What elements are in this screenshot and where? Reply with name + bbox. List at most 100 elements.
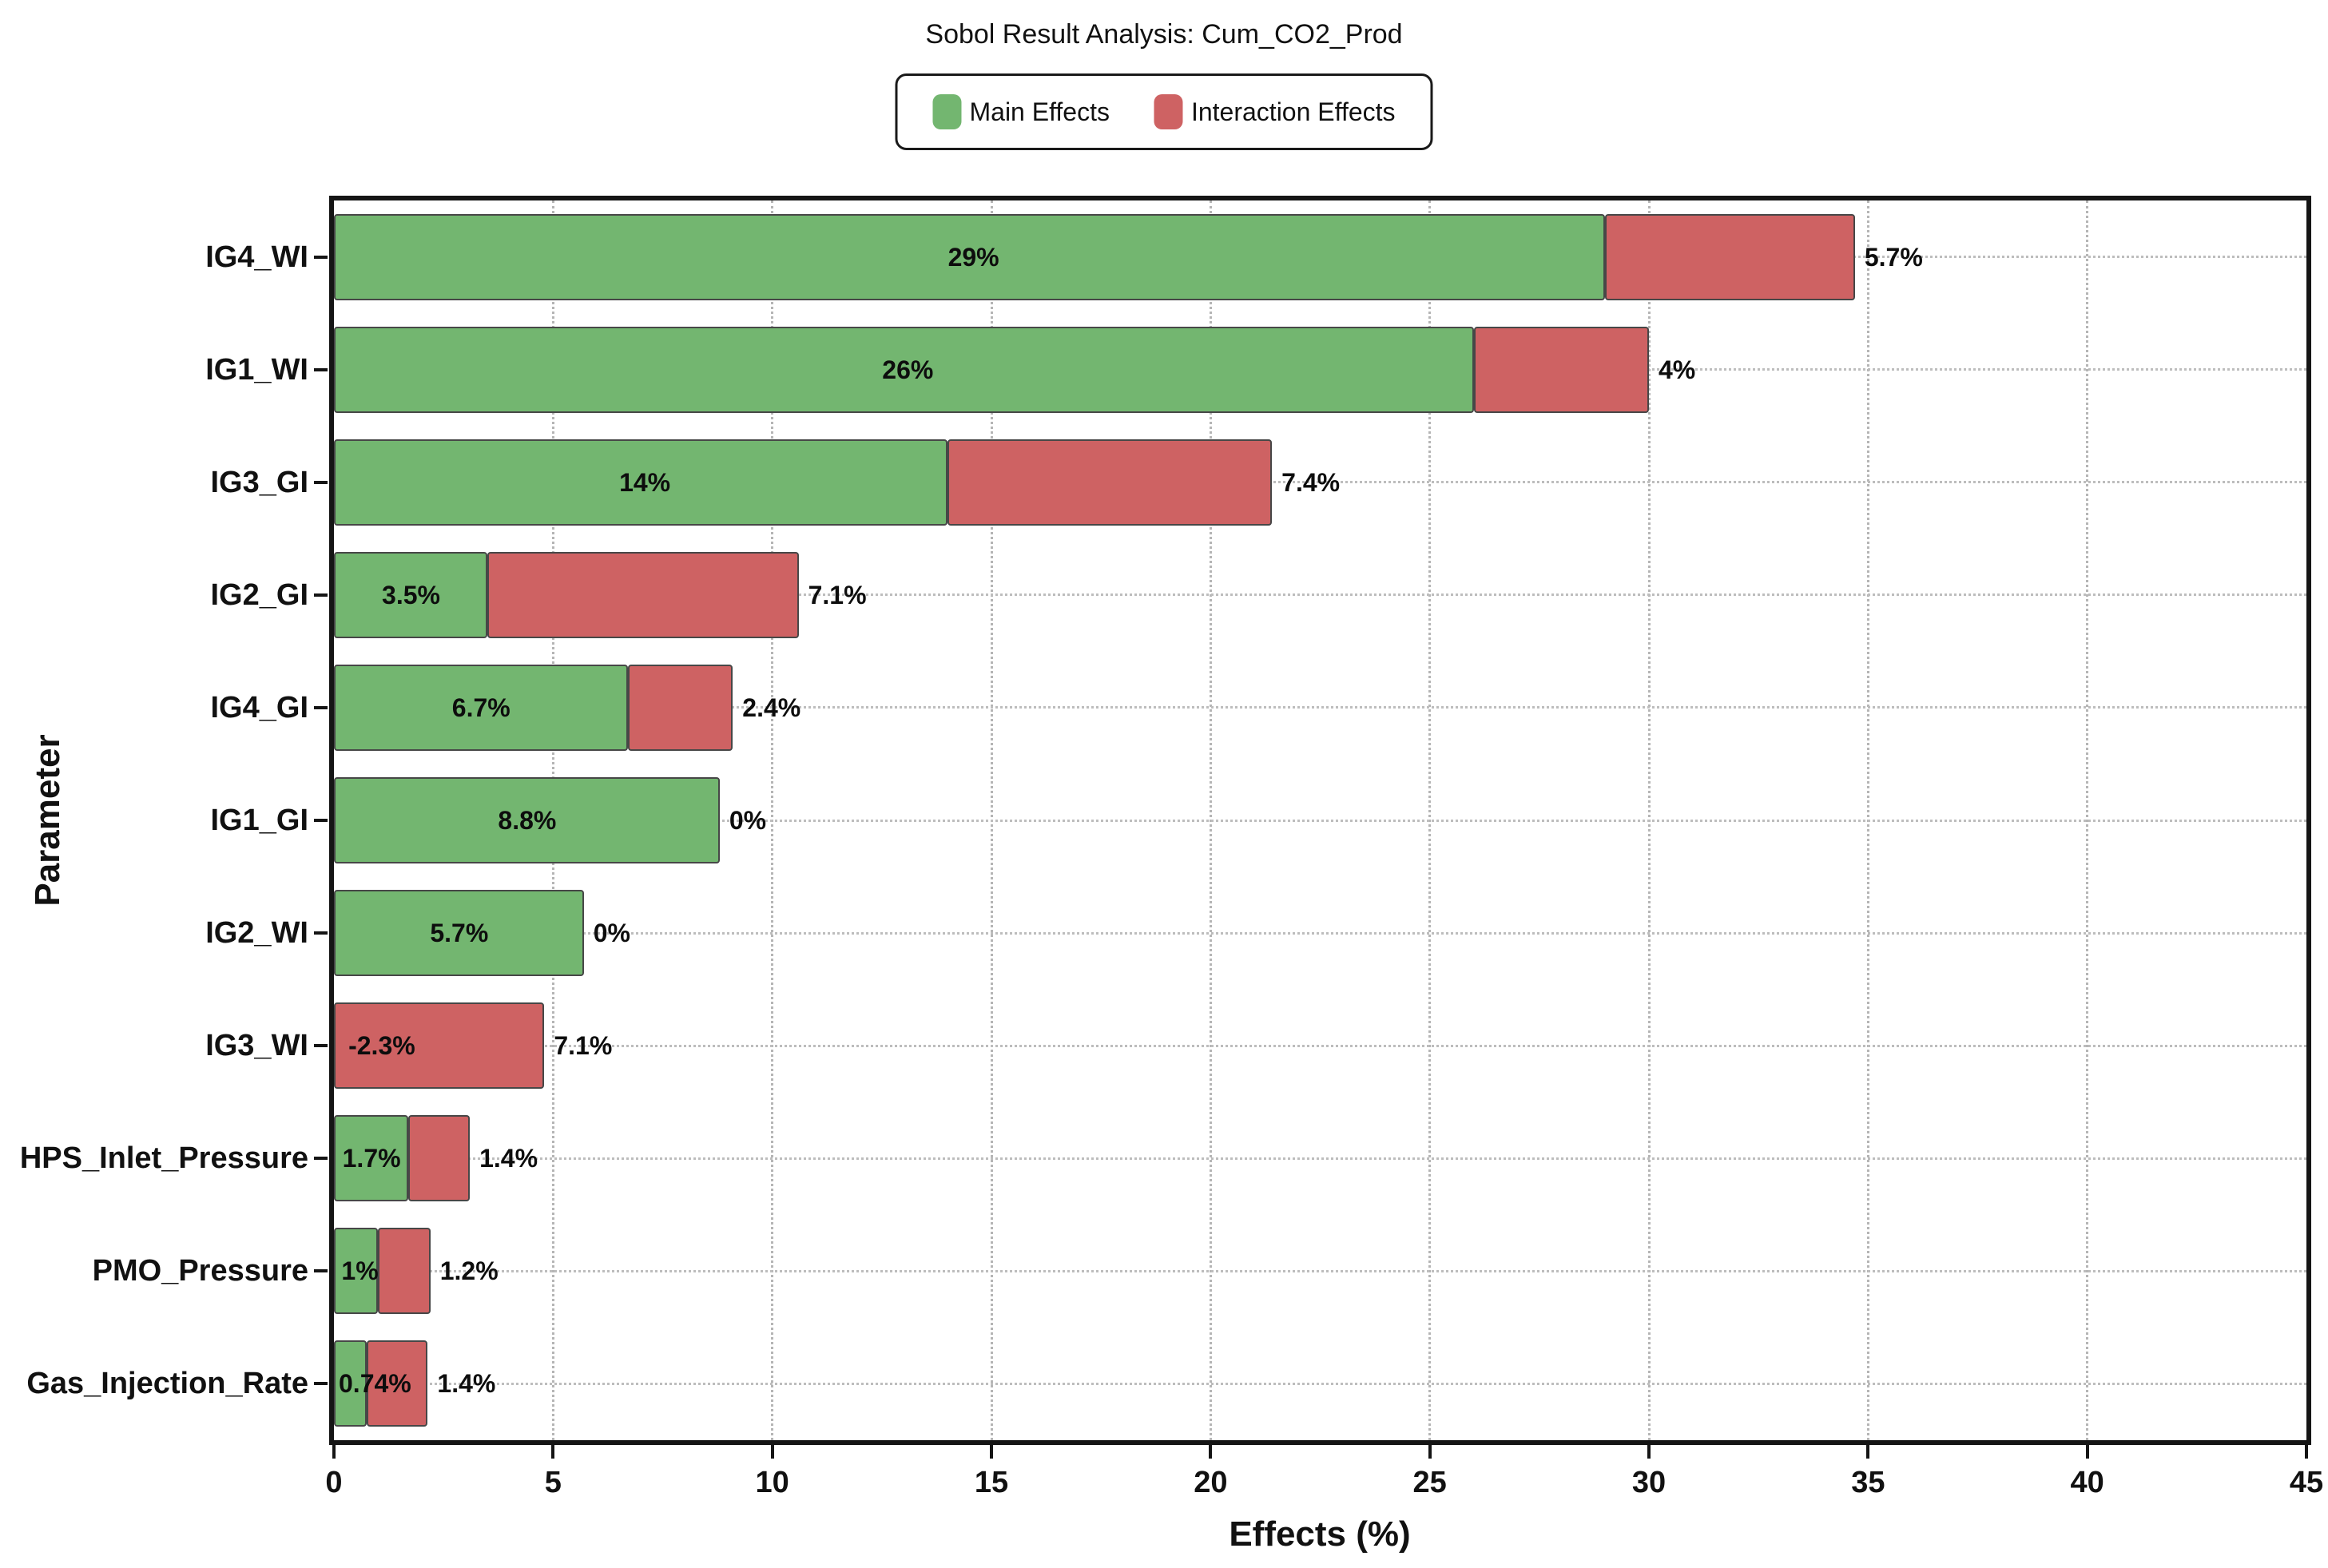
x-tick-mark-0 <box>332 1445 336 1459</box>
bar-interaction-IG1_WI <box>1473 326 1649 413</box>
legend-swatch-main-effects-icon <box>932 94 962 129</box>
gridline-horizontal-IG2_WI <box>334 931 2306 935</box>
bar-label-interaction-PMO_Pressure: 1.2% <box>439 1256 499 1286</box>
bar-label-interaction-IG1_GI: 0% <box>729 806 767 835</box>
bar-label-main-PMO_Pressure: 1% <box>341 1256 379 1286</box>
x-tick-mark-30 <box>1647 1445 1651 1459</box>
legend-item-main-effects: Main Effects <box>932 94 1110 129</box>
gridline-horizontal-IG3_WI <box>334 1044 2306 1047</box>
y-tick-label-Gas_Injection_Rate: Gas_Injection_Rate <box>26 1367 308 1401</box>
y-tick-mark-PMO_Pressure <box>314 1269 328 1273</box>
x-tick-label-15: 15 <box>974 1466 1009 1499</box>
bar-label-interaction-IG2_WI: 0% <box>593 919 630 948</box>
bar-interaction-IG4_WI <box>1605 213 1855 300</box>
y-tick-label-IG4_WI: IG4_WI <box>205 240 308 274</box>
y-tick-label-IG3_WI: IG3_WI <box>205 1029 308 1063</box>
bar-label-main-IG4_WI: 29% <box>947 242 999 272</box>
y-tick-mark-IG2_GI <box>314 593 328 597</box>
bar-main-HPS_Inlet_Pressure <box>334 1115 409 1202</box>
bar-interaction-Gas_Injection_Rate <box>366 1340 428 1427</box>
y-tick-label-IG1_GI: IG1_GI <box>210 804 309 837</box>
bar-label-main-IG3_GI: 14% <box>619 467 671 497</box>
bar-interaction-IG2_GI <box>487 551 799 638</box>
bar-label-interaction-IG4_GI: 2.4% <box>742 693 801 722</box>
gridline-horizontal-PMO_Pressure <box>334 1269 2306 1272</box>
legend-swatch-interaction-effects-icon <box>1154 94 1183 129</box>
bar-main-IG1_WI <box>334 326 1474 413</box>
y-tick-mark-IG3_GI <box>314 480 328 484</box>
bar-label-interaction-IG1_WI: 4% <box>1659 355 1696 384</box>
y-tick-label-IG3_GI: IG3_GI <box>210 465 309 499</box>
gridline-horizontal-IG2_GI <box>334 593 2306 597</box>
x-tick-label-30: 30 <box>1631 1466 1667 1499</box>
bar-label-interaction-IG3_WI: 7.1% <box>554 1031 613 1061</box>
x-axis-title: Effects (%) <box>1229 1514 1411 1554</box>
x-tick-mark-40 <box>2085 1445 2089 1459</box>
y-tick-mark-IG3_WI <box>314 1044 328 1048</box>
gridline-horizontal-IG3_GI <box>334 481 2306 484</box>
x-tick-mark-35 <box>1866 1445 1870 1459</box>
bar-main-IG4_GI <box>334 664 628 751</box>
bar-label-main-IG1_WI: 26% <box>882 355 934 384</box>
y-tick-mark-IG1_GI <box>314 819 328 822</box>
legend-label-main-effects: Main Effects <box>969 97 1110 126</box>
bar-main-IG3_GI <box>334 439 948 526</box>
legend-item-interaction-effects: Interaction Effects <box>1154 94 1396 129</box>
plot-area: 29% 5.7% 26% 4% 14% 7.4% 3.5% 7.1% 6.7% 2.4% 8.8% 0… <box>329 196 2311 1445</box>
bar-main-IG2_GI <box>334 551 488 638</box>
gridline-horizontal-IG4_GI <box>334 706 2306 709</box>
bar-interaction-IG3_GI <box>947 439 1273 526</box>
x-tick-label-20: 20 <box>1194 1466 1228 1499</box>
bar-label-main-HPS_Inlet_Pressure: 1.7% <box>342 1144 401 1173</box>
gridline-horizontal-IG1_GI <box>334 819 2306 822</box>
bar-label-main-IG2_WI: 5.7% <box>430 919 489 948</box>
y-tick-label-IG4_GI: IG4_GI <box>210 690 309 724</box>
y-tick-label-IG2_GI: IG2_GI <box>210 578 309 612</box>
bar-label-main-IG1_GI: 8.8% <box>498 806 557 835</box>
y-tick-label-HPS_Inlet_Pressure: HPS_Inlet_Pressure <box>19 1141 308 1176</box>
bar-label-interaction-IG4_WI: 5.7% <box>1864 242 1923 272</box>
legend-label-interaction-effects: Interaction Effects <box>1190 97 1396 126</box>
bar-interaction-IG4_GI <box>627 664 733 751</box>
y-tick-mark-HPS_Inlet_Pressure <box>314 1157 328 1161</box>
y-tick-label-PMO_Pressure: PMO_Pressure <box>92 1254 308 1288</box>
bar-label-main-IG2_GI: 3.5% <box>382 580 440 609</box>
y-tick-label-IG2_WI: IG2_WI <box>205 916 308 951</box>
y-tick-mark-IG2_WI <box>314 931 328 935</box>
bar-main-PMO_Pressure <box>334 1228 378 1315</box>
bar-label-main-Gas_Injection_Rate: 0.74% <box>339 1369 411 1399</box>
y-tick-mark-IG1_WI <box>314 367 328 371</box>
y-tick-mark-Gas_Injection_Rate <box>314 1382 328 1386</box>
bar-main-IG4_WI <box>334 213 1606 300</box>
bar-label-main-IG4_GI: 6.7% <box>451 693 510 722</box>
x-tick-mark-25 <box>1428 1445 1432 1459</box>
legend: Main Effects Interaction Effects <box>895 73 1433 150</box>
y-tick-label-IG1_WI: IG1_WI <box>205 352 308 387</box>
x-tick-mark-15 <box>990 1445 993 1459</box>
x-tick-mark-5 <box>551 1445 555 1459</box>
bar-interaction-HPS_Inlet_Pressure <box>408 1115 471 1202</box>
x-tick-mark-45 <box>2305 1445 2308 1459</box>
bar-interaction-IG3_WI <box>334 1002 545 1090</box>
y-tick-mark-IG4_WI <box>314 255 328 259</box>
bar-label-interaction-HPS_Inlet_Pressure: 1.4% <box>479 1144 538 1173</box>
bar-label-interaction-Gas_Injection_Rate: 1.4% <box>437 1369 496 1399</box>
chart-title: Sobol Result Analysis: Cum_CO2_Prod <box>925 19 1403 50</box>
bar-interaction-PMO_Pressure <box>377 1228 431 1315</box>
x-tick-mark-20 <box>1209 1445 1213 1459</box>
x-tick-mark-10 <box>770 1445 774 1459</box>
x-tick-label-0: 0 <box>325 1466 343 1499</box>
y-tick-mark-IG4_GI <box>314 705 328 709</box>
x-tick-label-45: 45 <box>2289 1466 2324 1499</box>
bar-label-interaction-IG3_GI: 7.4% <box>1281 467 1341 497</box>
gridline-horizontal-HPS_Inlet_Pressure <box>334 1157 2306 1160</box>
x-tick-label-5: 5 <box>544 1466 562 1499</box>
x-tick-label-40: 40 <box>2070 1466 2104 1499</box>
x-tick-label-35: 35 <box>1851 1466 1885 1499</box>
bar-main-Gas_Injection_Rate <box>334 1340 367 1427</box>
bar-label-interaction-IG2_GI: 7.1% <box>808 580 867 609</box>
bar-main-IG2_WI <box>334 890 584 977</box>
bar-label-main-IG3_WI: -2.3% <box>348 1031 415 1061</box>
gridline-horizontal-Gas_Injection_Rate <box>334 1382 2306 1385</box>
x-tick-label-10: 10 <box>755 1466 789 1499</box>
